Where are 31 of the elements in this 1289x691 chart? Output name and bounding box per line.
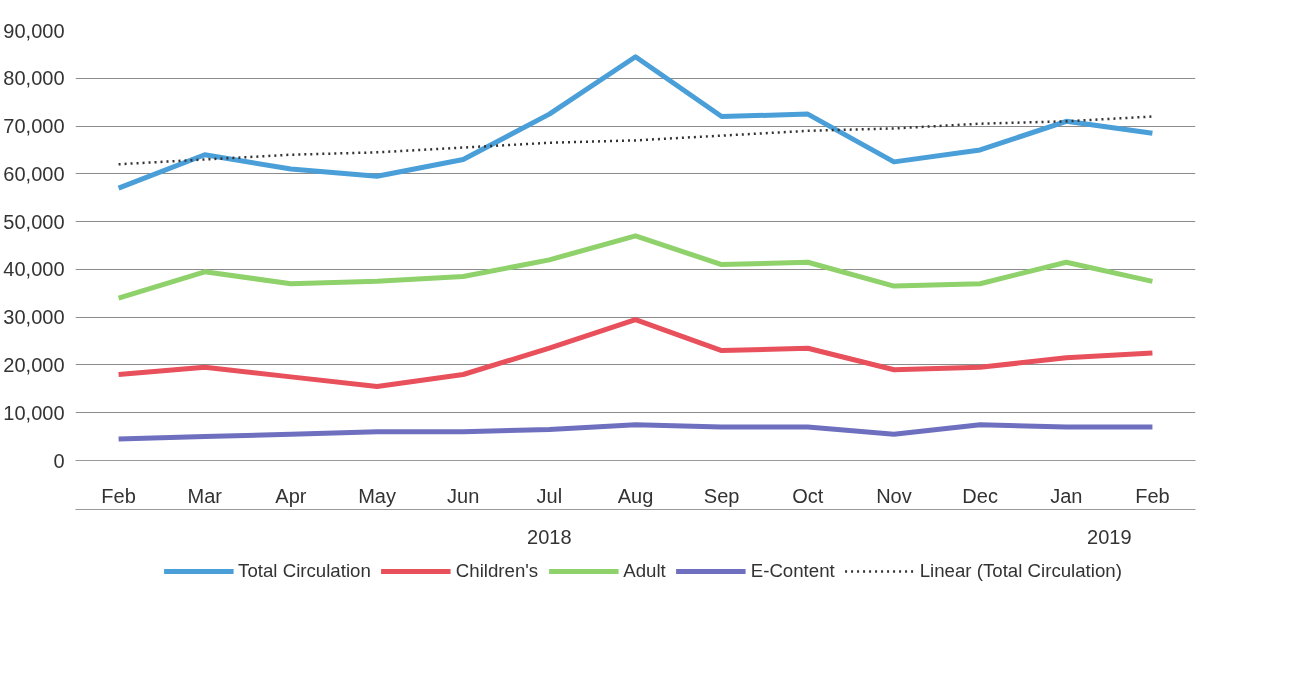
- y-tick-label: 50,000: [3, 210, 65, 233]
- legend-label: Children's: [455, 560, 539, 582]
- y-tick-label: 90,000: [3, 19, 65, 42]
- x-tick-label: Feb: [101, 484, 136, 507]
- x-tick-label: Jan: [1050, 484, 1083, 507]
- text: 2018: [527, 525, 572, 548]
- x-tick-label: Mar: [187, 484, 223, 507]
- x-tick-label: Nov: [876, 484, 912, 507]
- y-tick-label: 20,000: [3, 353, 65, 376]
- x-tick-label: May: [358, 484, 396, 507]
- y-tick-label: 10,000: [3, 401, 65, 424]
- y-tick-label: 80,000: [3, 67, 65, 90]
- legend-label: E-Content: [750, 560, 835, 582]
- x-tick-label: Aug: [617, 484, 654, 507]
- x-tick-label: Jul: [536, 484, 563, 507]
- y-tick-label: 0: [53, 449, 65, 472]
- y-tick-label: 30,000: [3, 306, 65, 329]
- x-tick-label: Oct: [792, 484, 824, 507]
- x-tick-label: Dec: [962, 484, 998, 507]
- line-series: [117, 115, 1154, 166]
- text: 2019: [1087, 525, 1132, 548]
- y-tick-label: 40,000: [3, 258, 65, 281]
- x-tick-label: Sep: [703, 484, 740, 507]
- legend-label: Linear (Total Circulation): [919, 560, 1122, 582]
- legend-label: Total Circulation: [238, 560, 371, 582]
- x-tick-label: Apr: [275, 484, 307, 507]
- y-tick-label: 70,000: [3, 115, 65, 138]
- y-tick-label: 60,000: [3, 162, 65, 185]
- x-tick-label: Feb: [1135, 484, 1170, 507]
- legend-label: Adult: [623, 560, 666, 582]
- x-tick-label: Jun: [447, 484, 480, 507]
